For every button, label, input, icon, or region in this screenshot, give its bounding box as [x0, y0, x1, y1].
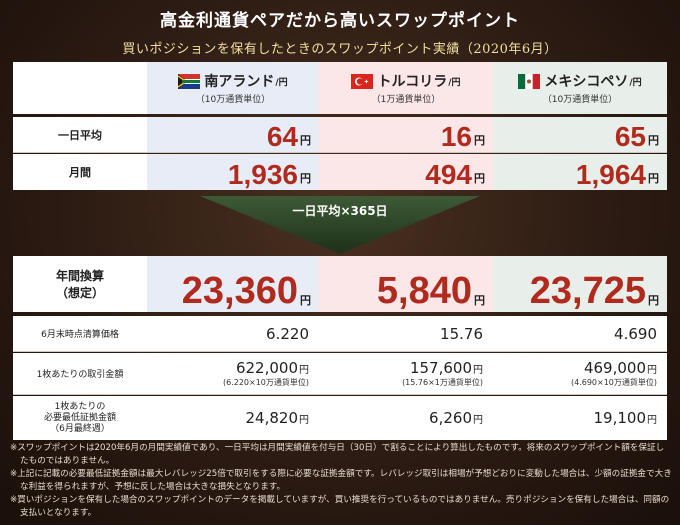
daily-value-mxn: 65 円 — [493, 117, 667, 153]
header-blank — [13, 62, 147, 114]
price-value-mxn: 4.690 — [493, 316, 667, 352]
margin-value-mxn: 19,100 円 — [493, 396, 667, 440]
footnote-3: ※買いポジションを保有した場合のスワップポイントのデータを掲載していますが、買い… — [10, 495, 670, 518]
currency-header-mxn: メキシコペソ/円 （10万通貨単位） — [493, 62, 667, 114]
annual-value-zar: 23,360 円 — [147, 256, 319, 312]
monthly-value-zar: 1,936 円 — [147, 154, 319, 190]
currency-name-zar: 南アランド — [204, 74, 275, 90]
footnote-1: ※スワップポイントは2020年6月の月間実績値であり、一日平均は月間実績値を付与… — [10, 443, 665, 466]
currency-name-mxn: メキシコペソ — [544, 74, 629, 90]
page-subtitle: 買いポジションを保有したときのスワップポイント実績（2020年6月） — [122, 42, 558, 57]
currency-unit-zar: （10万通貨単位） — [195, 95, 271, 105]
monthly-row: 月間 1,936 円 494 円 1,964 円 — [13, 154, 667, 190]
page-title: 高金利通貨ペアだから高いスワップポイント — [160, 11, 520, 31]
footnote-2: ※上記に記載の必要最低証拠金額は最大レバレッジ25倍で取引をする際に必要な証拠金… — [10, 469, 672, 492]
currency-header-row: 南アランド/円 （10万通貨単位） トルコリラ/円 （1万通貨単位） — [13, 62, 667, 114]
monthly-label: 月間 — [13, 154, 147, 190]
annual-label: 年間換算 （想定） — [13, 256, 147, 312]
price-value-try: 15.76 — [319, 316, 493, 352]
amount-note-mxn: (4.690×10万通貨単位) — [570, 378, 657, 387]
daily-value-try: 16 円 — [319, 117, 493, 153]
margin-value-try: 6,260 円 — [319, 396, 493, 440]
annual-row: 年間換算 （想定） 23,360 円 5,840 円 23,725 円 — [13, 256, 667, 312]
amount-note-try: (15.76×1万通貨単位) — [402, 378, 483, 387]
annual-value-mxn: 23,725 円 — [493, 256, 667, 312]
margin-value-zar: 24,820 円 — [147, 396, 319, 440]
amount-value-try: 157,600 円 (15.76×1万通貨単位) — [319, 353, 493, 395]
currency-unit-try: （1万通貨単位） — [371, 95, 441, 105]
amount-note-zar: (6.220×10万通貨単位) — [222, 378, 309, 387]
currency-name-try: トルコリラ — [377, 74, 448, 90]
currency-unit-mxn: （10万通貨単位） — [542, 95, 618, 105]
mexico-flag-icon — [518, 73, 541, 89]
daily-average-row: 一日平均 64 円 16 円 65 円 — [13, 117, 667, 153]
price-row: 6月末時点清算価格 6.220 15.76 4.690 — [13, 316, 667, 352]
arrow-label: 一日平均×365日 — [292, 204, 388, 218]
footnotes: ※スワップポイントは2020年6月の月間実績値であり、一日平均は月間実績値を付与… — [10, 442, 672, 520]
annual-value-try: 5,840 円 — [319, 256, 493, 312]
down-arrow-icon — [200, 196, 480, 254]
amount-label: 1枚あたりの取引金額 — [13, 353, 147, 395]
margin-row: 1枚あたりの 必要最低証拠金額 （6月最終週） 24,820 円 6,260 円 1… — [13, 396, 667, 440]
currency-header-try: トルコリラ/円 （1万通貨単位） — [319, 62, 493, 114]
price-value-zar: 6.220 — [147, 316, 319, 352]
monthly-value-try: 494 円 — [319, 154, 493, 190]
amount-value-mxn: 469,000 円 (4.690×10万通貨単位) — [493, 353, 667, 395]
turkey-flag-icon — [351, 73, 374, 89]
margin-label: 1枚あたりの 必要最低証拠金額 （6月最終週） — [13, 396, 147, 440]
daily-value-zar: 64 円 — [147, 117, 319, 153]
amount-value-zar: 622,000 円 (6.220×10万通貨単位) — [147, 353, 319, 395]
currency-header-zar: 南アランド/円 （10万通貨単位） — [147, 62, 319, 114]
south-africa-flag-icon — [178, 73, 201, 89]
down-arrow: 一日平均×365日 — [200, 196, 480, 254]
amount-row: 1枚あたりの取引金額 622,000 円 (6.220×10万通貨単位) 157,… — [13, 353, 667, 395]
monthly-value-mxn: 1,964 円 — [493, 154, 667, 190]
daily-average-label: 一日平均 — [13, 117, 147, 153]
price-label: 6月末時点清算価格 — [13, 316, 147, 352]
